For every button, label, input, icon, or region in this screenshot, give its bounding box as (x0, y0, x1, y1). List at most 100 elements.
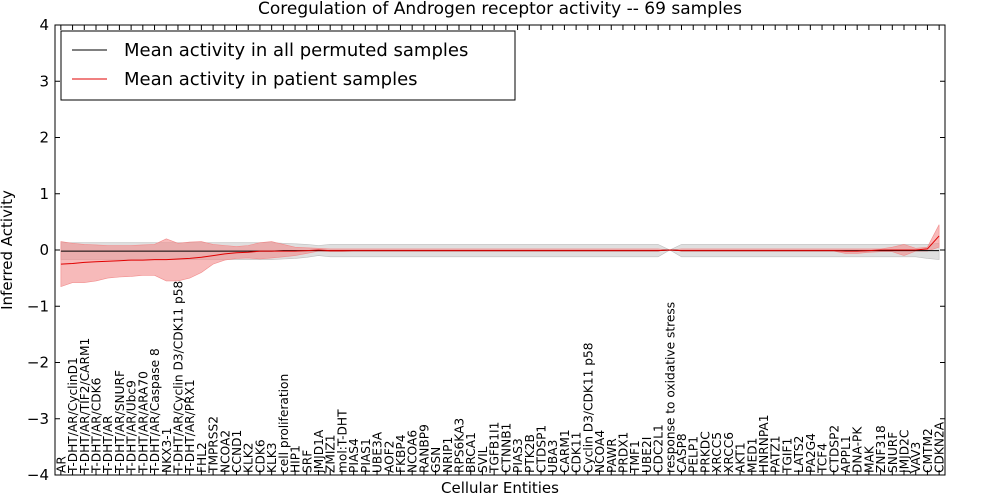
x-category-label: APPL1 (839, 435, 853, 473)
x-category-label: PELP1 (687, 436, 701, 473)
line-series-1 (60, 235, 940, 265)
x-category-label: KLK3 (265, 442, 279, 473)
x-category-label: XRCC6 (722, 432, 736, 473)
x-category-label: CCND1 (230, 430, 244, 473)
y-tick-label: 1 (39, 185, 49, 203)
x-category-label: NKX3-1 (160, 428, 174, 473)
confidence-bands (60, 224, 940, 288)
x-category-label: AOF2 (382, 441, 396, 473)
x-category-label: SNURF (886, 432, 900, 473)
x-category-label: VAV3 (909, 442, 923, 473)
x-category-label: DNA-PK (851, 426, 865, 473)
x-category-label: T-DHT/AR/CyclinD1 (66, 357, 80, 474)
x-category-label: TMF1 (628, 440, 642, 474)
x-category-label: CARM1 (558, 429, 572, 473)
x-category-label: CDK6 (253, 439, 267, 473)
x-category-label: ZNF318 (874, 425, 888, 473)
chart-title: Coregulation of Androgen receptor activi… (258, 0, 742, 19)
x-category-label: AKT1 (734, 442, 748, 473)
x-category-label: CASP8 (675, 433, 689, 473)
y-tick-label: 2 (39, 129, 49, 147)
x-category-label: T-DHT/AR/SNURF (113, 370, 127, 474)
x-category-label: CTDSP1 (535, 425, 549, 473)
x-category-label: FKBP4 (394, 434, 408, 473)
x-category-label: ZMIZ1 (324, 434, 338, 473)
x-category-label: UBA3 (546, 440, 560, 473)
x-category-label: NCOA6 (406, 430, 420, 473)
x-axis-label: Cellular Entities (441, 479, 559, 497)
x-category-label: UBE2I (640, 437, 654, 473)
x-category-label: T-DHT/AR/ARA70 (136, 371, 150, 474)
legend-box (60, 30, 516, 101)
y-axis-ticks: −4 −3 −2 −1 0 1 2 3 4 (27, 16, 945, 484)
x-category-label: PATZ1 (769, 435, 783, 473)
x-axis-ticks: ART-DHT/AR/CyclinD1T-DHT/AR/TIF2/CARM1T-… (54, 25, 947, 475)
x-category-label: BRCA1 (464, 432, 478, 473)
x-category-label: KLK2 (242, 442, 256, 473)
y-tick-label: −1 (27, 297, 49, 315)
band-series-1 (60, 224, 940, 288)
x-category-label: PIAS3 (511, 438, 525, 473)
x-category-label: TGIF1 (780, 438, 794, 474)
x-category-label: HNRNPA1 (757, 414, 771, 473)
x-category-label: CMTM2 (921, 428, 935, 473)
x-category-label: JMJD2C (898, 430, 912, 474)
x-category-label: cell proliferation (277, 374, 291, 473)
x-category-label: CTNNB1 (499, 423, 513, 473)
y-tick-label: 3 (39, 72, 49, 90)
legend-label-patient: Mean activity in patient samples (124, 69, 418, 90)
x-category-label: LATS2 (792, 436, 806, 473)
x-category-label: RANBP9 (417, 424, 431, 473)
x-category-label: PTK2B (523, 434, 537, 473)
y-tick-label: −4 (27, 466, 49, 484)
x-category-label: PAWR (605, 438, 619, 473)
x-category-label: TGFB1I1 (488, 422, 502, 474)
x-category-label: CDKN2A (933, 421, 947, 473)
x-category-label: T-DHT/AR/Caspase 8 (148, 348, 162, 474)
legend: Mean activity in all permuted samples Me… (60, 30, 516, 101)
x-category-label: AR (54, 456, 68, 473)
x-category-label: HIP1 (289, 445, 303, 473)
y-tick-label: −2 (27, 354, 49, 372)
x-category-label: GSN (429, 447, 443, 473)
x-category-label: PIAS1 (359, 438, 373, 473)
x-category-label: SRF (300, 450, 314, 473)
x-category-label: CDC2L1 (652, 424, 666, 473)
x-category-label: T-DHT/AR/PRX1 (183, 379, 197, 474)
x-category-label: SVIL (476, 446, 490, 473)
x-category-label: NCOA2 (218, 430, 232, 473)
x-category-label: T-DHT/AR/Cyclin D3/CDK11 p58 (172, 281, 186, 474)
x-category-label: JMJD1A (312, 429, 326, 474)
x-category-label: T-DHT/AR/TIF2/CARM1 (78, 338, 92, 474)
x-category-label: PA2G4 (804, 433, 818, 473)
x-category-label: MAK (862, 445, 876, 473)
x-category-label: TMPRSS2 (207, 416, 221, 474)
x-category-label: PRDX1 (617, 432, 631, 473)
plot-frame (54, 24, 946, 476)
x-category-label: NCOA4 (593, 430, 607, 473)
x-category-label: T-DHT/AR/CDK6 (90, 378, 104, 474)
x-category-label: CDK11 (570, 432, 584, 473)
x-category-label: Cyclin D3/CDK11 p58 (581, 342, 595, 473)
series-lines (60, 235, 940, 265)
x-category-label: MED1 (745, 438, 759, 473)
x-category-label: CTDSP2 (827, 425, 841, 473)
legend-label-permuted: Mean activity in all permuted samples (124, 40, 468, 61)
x-category-label: RPS6KA3 (453, 418, 467, 473)
x-category-label: T-DHT/AR/Ubc9 (125, 380, 139, 474)
x-category-label: T-DHT/AR (101, 415, 115, 474)
x-category-label: NRIP1 (441, 437, 455, 473)
x-category-label: mol:T-DHT (335, 409, 349, 473)
x-category-label: PIAS4 (347, 438, 361, 473)
x-category-label: response to oxidative stress (663, 302, 677, 473)
x-category-label: TCF4 (816, 443, 830, 474)
x-category-label: FHL2 (195, 442, 209, 473)
x-category-label: XRCC5 (710, 432, 724, 473)
y-tick-label: 4 (39, 16, 49, 34)
y-tick-label: 0 (39, 241, 49, 259)
y-axis-label: Inferred Activity (0, 190, 16, 310)
y-tick-label: −3 (27, 410, 49, 428)
x-category-label: PRKDC (698, 431, 712, 473)
x-category-label: UBE3A (371, 431, 385, 473)
